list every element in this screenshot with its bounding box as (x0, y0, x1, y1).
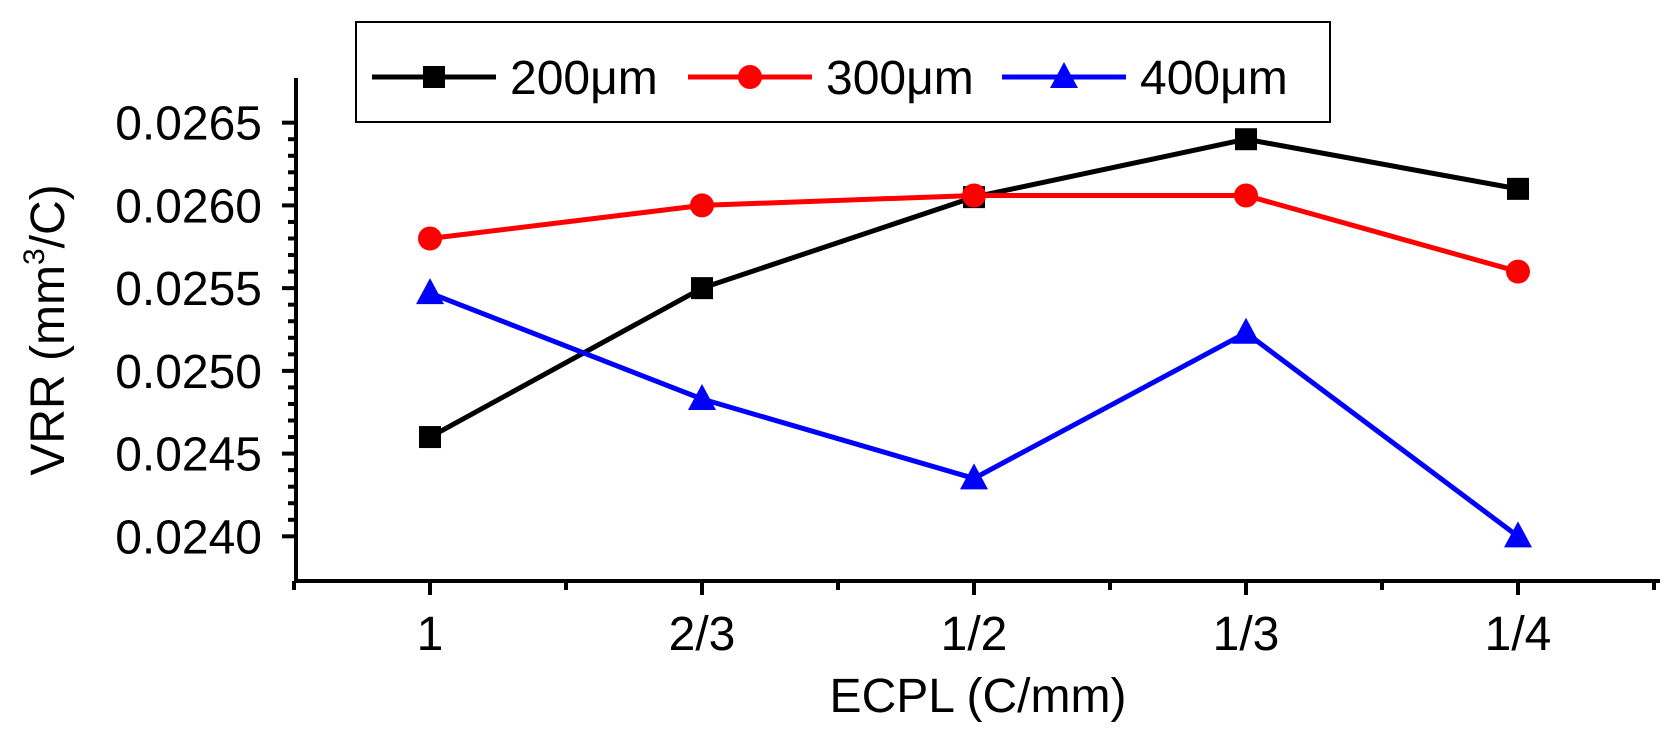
data-point (1232, 317, 1260, 344)
data-point (691, 277, 713, 300)
data-point (688, 383, 716, 410)
legend-label: 300μm (826, 52, 974, 105)
x-axis-title: ECPL (C/mm) (830, 670, 1127, 723)
data-point (1234, 183, 1258, 208)
y-axis-title: VRR (mm3/C) (18, 184, 75, 475)
legend-item: 200μm (372, 52, 658, 105)
legend-item: 400μm (1002, 52, 1288, 105)
x-tick-label: 1/4 (1485, 608, 1552, 661)
legend-marker (423, 66, 445, 88)
series-group (416, 128, 1532, 548)
data-point (1507, 177, 1529, 200)
series-line (429, 290, 1520, 539)
y-ticks: 0.0240 0.0245 0.0250 0.0255 0.0260 0.0265 (115, 98, 296, 564)
data-point (962, 183, 986, 208)
data-point (1504, 521, 1532, 548)
y-axis-title-sup: 3 (18, 248, 51, 265)
legend-box (355, 21, 1331, 123)
y-axis-title-tail: /C) (22, 184, 75, 248)
legend-label: 400μm (1140, 52, 1288, 105)
data-point (418, 226, 442, 251)
axes (294, 78, 1660, 583)
legend-marker (738, 65, 762, 89)
data-point (1235, 128, 1257, 151)
x-tick-label: 1/3 (1213, 608, 1280, 661)
legend-item: 300μm (688, 52, 974, 105)
x-tick-label: 1 (417, 608, 444, 661)
data-point (960, 463, 988, 490)
data-point (1506, 259, 1530, 284)
y-tick-label: 0.0260 (115, 180, 262, 233)
y-tick-label: 0.0245 (115, 429, 262, 482)
legend: 200μm 300μm 400μm (355, 21, 1331, 123)
series-circle (418, 183, 1530, 284)
data-point (690, 193, 714, 218)
legend-marker (1050, 62, 1078, 88)
data-point (419, 426, 441, 449)
data-point (416, 278, 444, 305)
y-tick-label: 0.0255 (115, 263, 262, 316)
y-tick-label: 0.0240 (115, 511, 262, 564)
legend-label: 200μm (510, 52, 658, 105)
series-square (419, 128, 1529, 449)
y-tick-label: 0.0265 (115, 98, 262, 151)
x-ticks: 1 2/3 1/2 1/3 1/4 (292, 581, 1656, 661)
y-axis-title-main: VRR (mm (22, 265, 75, 476)
x-tick-label: 2/3 (669, 608, 736, 661)
x-tick-label: 1/2 (941, 608, 1008, 661)
y-tick-label: 0.0250 (115, 346, 262, 399)
series-triangle (416, 278, 1532, 548)
